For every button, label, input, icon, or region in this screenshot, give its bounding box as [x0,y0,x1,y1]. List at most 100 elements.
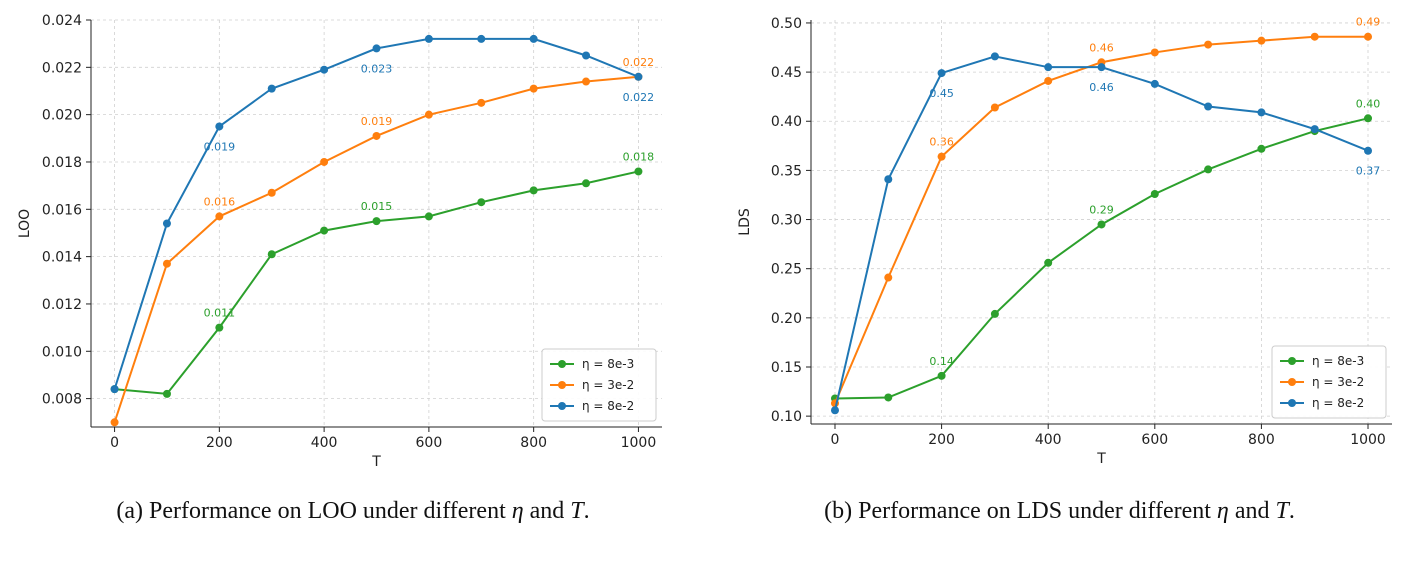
legend-box [541,348,657,422]
caption-a: (a) Performance on LOO under different η… [0,498,706,525]
caption-b-suffix: . [1288,498,1295,524]
data-point [267,250,276,259]
data-point [582,179,591,188]
data-label: 0.011 [204,307,236,320]
x-tick-label: 200 [928,432,955,448]
data-point [582,77,591,86]
legend: η = 8e-3 η = 3e-2 η = 8e-2 [1271,345,1387,419]
y-tick-label: 0.012 [42,297,82,313]
data-point [1150,48,1159,57]
data-point [267,84,276,93]
data-point [1364,32,1373,41]
legend-entry-label: η = 8e-2 [1312,396,1364,410]
caption-b: (b) Performance on LDS under different η… [706,498,1413,525]
data-point [320,157,329,166]
data-label: 0.14 [929,355,954,368]
x-axis-title: T [371,454,381,470]
legend: η = 8e-3 η = 3e-2 η = 8e-2 [541,348,657,422]
data-point [529,186,538,195]
data-label: 0.018 [623,150,655,163]
x-tick-label: 1000 [621,435,657,451]
data-point [215,122,224,131]
y-tick-label: 0.018 [42,155,82,171]
x-tick-label: 600 [1141,432,1168,448]
caption-a-t: T [570,498,584,524]
data-point [477,98,486,107]
caption-a-mid: and [523,498,571,524]
data-point [1257,36,1266,45]
data-point [267,188,276,197]
caption-a-suffix: . [583,498,590,524]
data-label: 0.37 [1356,165,1381,178]
lds-line-chart: 0 200 400 600 800 1000 0.10 0.15 0.20 0.25 0.30 0.3… [737,16,1392,467]
x-tick-label: 1000 [1350,432,1386,448]
data-point [320,226,329,235]
y-tick-label: 0.35 [771,163,802,179]
data-point [215,323,224,332]
data-point [162,389,171,398]
data-point [1310,32,1319,41]
data-point [529,34,538,43]
data-point [320,65,329,74]
data-label: 0.49 [1356,16,1381,29]
x-tick-label: 800 [1248,432,1275,448]
caption-b-prefix: (b) Performance on LDS under different [824,498,1217,524]
data-label: 0.016 [204,195,236,208]
data-point [937,371,946,380]
caption-b-eta: η [1216,498,1229,524]
data-label: 0.45 [929,87,954,100]
data-label: 0.29 [1089,203,1114,216]
loo-line-chart: 0 200 400 600 800 1000 0.008 0.010 0.012 0.014 0.0… [17,13,662,470]
y-tick-label: 0.016 [42,202,82,218]
y-tick-label: 0.45 [771,65,802,81]
data-point [884,273,893,282]
data-point [1044,76,1053,85]
data-point [1310,125,1319,134]
x-tick-label: 400 [311,435,338,451]
data-point [477,198,486,207]
legend-box [1271,345,1387,419]
data-point [110,385,119,394]
data-point [1364,114,1373,123]
series-line [113,37,639,390]
grid [811,20,1392,424]
data-point [372,131,381,140]
data-label: 0.019 [361,115,393,128]
x-tick-label: 0 [110,435,119,451]
data-point [1257,144,1266,153]
legend-swatch-marker [558,402,566,410]
series-2 [830,52,1373,415]
data-point [937,69,946,78]
data-point [1150,189,1159,198]
data-point [1257,108,1266,117]
data-label: 0.023 [361,62,393,75]
series-2 [110,34,643,394]
legend-entry-label: η = 8e-2 [582,399,634,413]
data-point [162,219,171,228]
data-point [424,212,433,221]
series-0 [830,114,1373,403]
x-axis-title: T [1096,451,1106,467]
y-tick-label: 0.008 [42,392,82,408]
legend-swatch-marker [558,360,566,368]
data-label: 0.015 [361,200,393,213]
data-point [990,52,999,61]
data-point [372,217,381,226]
data-label: 0.019 [204,140,236,153]
x-tick-label: 800 [520,435,547,451]
x-tick-label: 400 [1035,432,1062,448]
x-tick-label: 0 [831,432,840,448]
data-point [582,51,591,60]
data-label: 0.46 [1089,41,1114,54]
data-label: 0.36 [929,136,954,149]
data-point [1150,79,1159,88]
data-point [1044,258,1053,267]
x-tick-label: 600 [416,435,443,451]
y-tick-label: 0.10 [771,409,802,425]
data-label: 0.40 [1356,97,1381,110]
caption-b-t: T [1275,498,1289,524]
data-point [634,72,643,81]
legend-swatch-marker [558,381,566,389]
y-tick-label: 0.40 [771,114,802,130]
chart-panel-b: 0 200 400 600 800 1000 0.10 0.15 0.20 0.25 0.30 0.3… [706,0,1413,565]
